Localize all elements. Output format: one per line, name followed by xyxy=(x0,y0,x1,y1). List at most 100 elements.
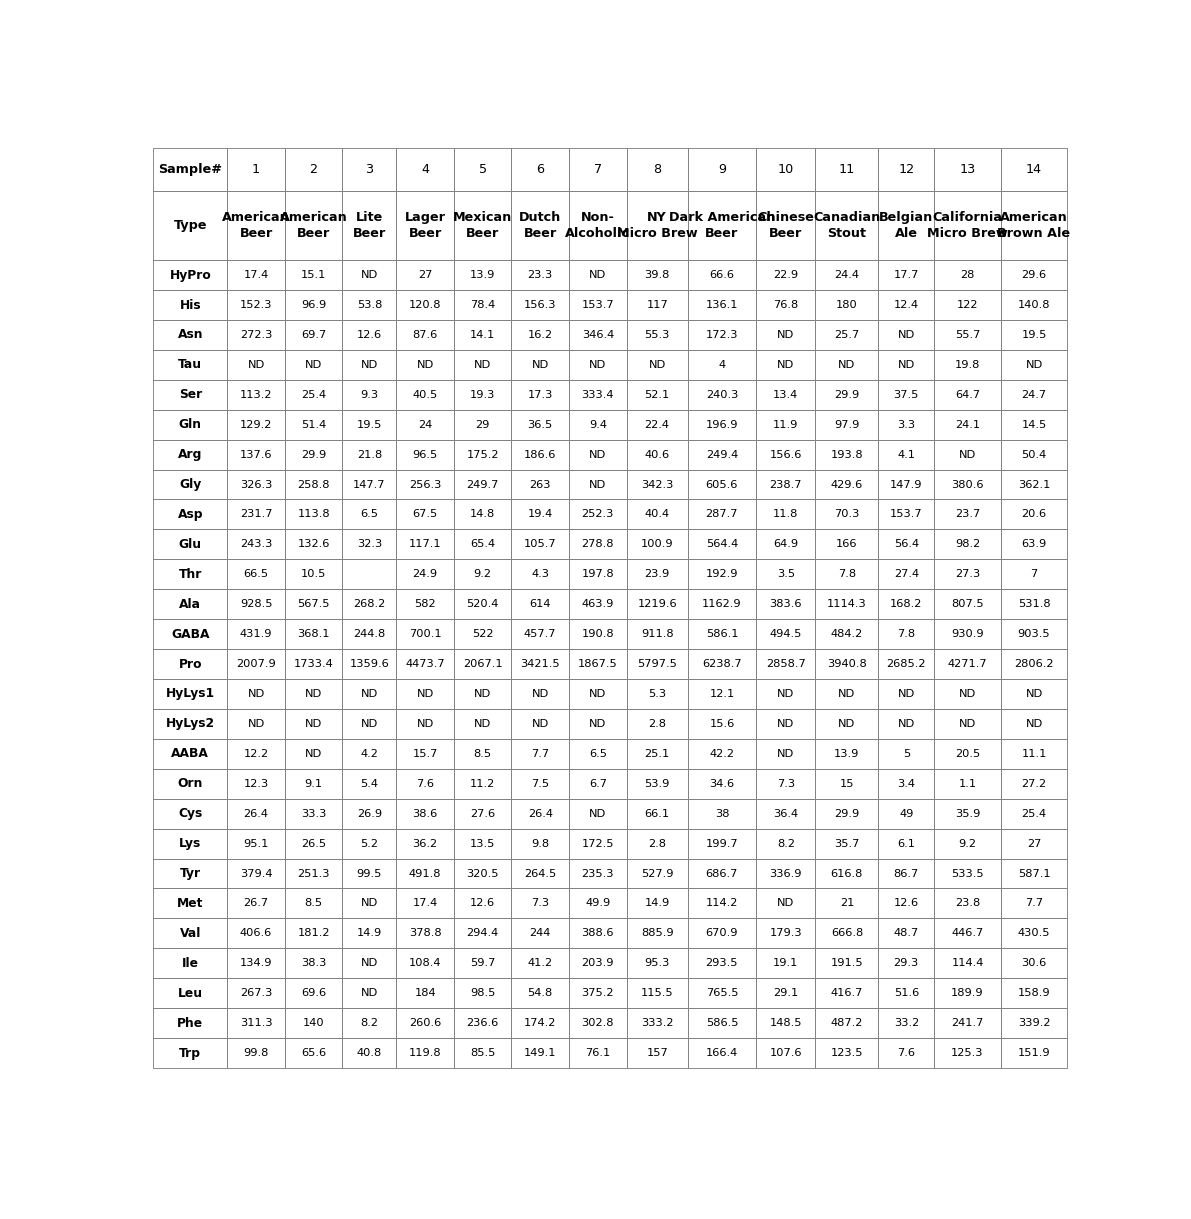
Text: 180: 180 xyxy=(836,300,858,310)
Bar xyxy=(934,948,1000,979)
Bar xyxy=(227,1039,285,1068)
Text: ND: ND xyxy=(838,360,855,369)
Text: ND: ND xyxy=(361,719,378,729)
Text: 12.4: 12.4 xyxy=(893,300,918,310)
Text: 29: 29 xyxy=(475,419,490,429)
Text: 153.7: 153.7 xyxy=(581,300,615,310)
Text: ND: ND xyxy=(248,689,264,698)
Bar xyxy=(454,500,511,529)
Bar xyxy=(454,350,511,380)
Bar xyxy=(397,260,454,290)
Text: 25.1: 25.1 xyxy=(644,748,669,759)
Bar xyxy=(1000,440,1067,469)
Text: 196.9: 196.9 xyxy=(705,419,738,429)
Text: 29.1: 29.1 xyxy=(773,989,798,998)
Bar xyxy=(687,1039,756,1068)
Text: 27.3: 27.3 xyxy=(955,569,980,579)
Text: 7.7: 7.7 xyxy=(1025,898,1043,908)
Text: 69.6: 69.6 xyxy=(301,989,326,998)
Text: 140: 140 xyxy=(303,1018,324,1028)
Text: 36.4: 36.4 xyxy=(773,808,798,819)
Bar xyxy=(154,918,227,948)
Text: 587.1: 587.1 xyxy=(1017,868,1050,879)
Text: ND: ND xyxy=(361,360,378,369)
Text: Lys: Lys xyxy=(179,837,201,850)
Text: 122: 122 xyxy=(956,300,978,310)
Text: 9.1: 9.1 xyxy=(305,779,323,789)
Text: 115.5: 115.5 xyxy=(641,989,673,998)
Bar xyxy=(1000,679,1067,709)
Bar xyxy=(1000,649,1067,679)
Bar xyxy=(879,319,934,350)
Text: 76.1: 76.1 xyxy=(585,1048,611,1058)
Text: Lite
Beer: Lite Beer xyxy=(353,211,386,240)
Text: 98.2: 98.2 xyxy=(955,539,980,550)
Text: 53.8: 53.8 xyxy=(356,300,382,310)
Bar xyxy=(687,619,756,649)
Text: 378.8: 378.8 xyxy=(409,929,442,939)
Bar xyxy=(879,739,934,769)
Bar xyxy=(756,1008,816,1039)
Bar xyxy=(342,858,397,889)
Text: 4.1: 4.1 xyxy=(897,450,916,460)
Bar xyxy=(756,380,816,410)
Text: Asp: Asp xyxy=(177,508,204,521)
Bar xyxy=(934,380,1000,410)
Bar xyxy=(511,319,569,350)
Text: 13.4: 13.4 xyxy=(773,390,798,400)
Text: 38: 38 xyxy=(715,808,729,819)
Text: 184: 184 xyxy=(414,989,436,998)
Text: 59.7: 59.7 xyxy=(470,958,495,968)
Text: 243.3: 243.3 xyxy=(239,539,273,550)
Text: 8.5: 8.5 xyxy=(474,748,492,759)
Text: 55.7: 55.7 xyxy=(955,330,980,340)
Bar xyxy=(342,469,397,500)
Text: 40.4: 40.4 xyxy=(644,510,669,519)
Text: 2.8: 2.8 xyxy=(648,839,666,848)
Bar xyxy=(154,190,227,260)
Text: 147.9: 147.9 xyxy=(890,479,923,490)
Bar xyxy=(934,190,1000,260)
Bar xyxy=(1000,619,1067,649)
Text: 29.9: 29.9 xyxy=(835,390,860,400)
Text: 24: 24 xyxy=(418,419,432,429)
Bar xyxy=(569,679,626,709)
Text: 11.9: 11.9 xyxy=(773,419,798,429)
Text: 19.3: 19.3 xyxy=(470,390,495,400)
Text: 49.9: 49.9 xyxy=(585,898,611,908)
Text: 293.5: 293.5 xyxy=(705,958,738,968)
Bar xyxy=(454,149,511,190)
Bar xyxy=(1000,469,1067,500)
Text: 17.7: 17.7 xyxy=(893,271,919,280)
Text: 24.1: 24.1 xyxy=(955,419,980,429)
Bar xyxy=(569,948,626,979)
Bar xyxy=(879,589,934,619)
Text: 564.4: 564.4 xyxy=(706,539,738,550)
Bar xyxy=(454,1008,511,1039)
Bar xyxy=(454,948,511,979)
Text: 263: 263 xyxy=(530,479,551,490)
Text: 807.5: 807.5 xyxy=(952,600,984,610)
Text: 4.3: 4.3 xyxy=(531,569,549,579)
Text: 6.7: 6.7 xyxy=(588,779,606,789)
Text: 416.7: 416.7 xyxy=(831,989,863,998)
Text: 26.5: 26.5 xyxy=(301,839,326,848)
Bar xyxy=(756,410,816,440)
Text: ND: ND xyxy=(531,719,549,729)
Text: 13.9: 13.9 xyxy=(470,271,495,280)
Text: 582: 582 xyxy=(414,600,436,610)
Bar xyxy=(227,529,285,560)
Text: 23.7: 23.7 xyxy=(955,510,980,519)
Text: 95.1: 95.1 xyxy=(243,839,269,848)
Text: 15: 15 xyxy=(840,779,854,789)
Text: 193.8: 193.8 xyxy=(830,450,863,460)
Text: 42.2: 42.2 xyxy=(710,748,735,759)
Text: 7.3: 7.3 xyxy=(777,779,794,789)
Bar xyxy=(397,649,454,679)
Text: ND: ND xyxy=(778,719,794,729)
Text: ND: ND xyxy=(474,689,492,698)
Bar xyxy=(756,918,816,948)
Bar xyxy=(227,798,285,829)
Text: 134.9: 134.9 xyxy=(239,958,273,968)
Text: 24.7: 24.7 xyxy=(1022,390,1047,400)
